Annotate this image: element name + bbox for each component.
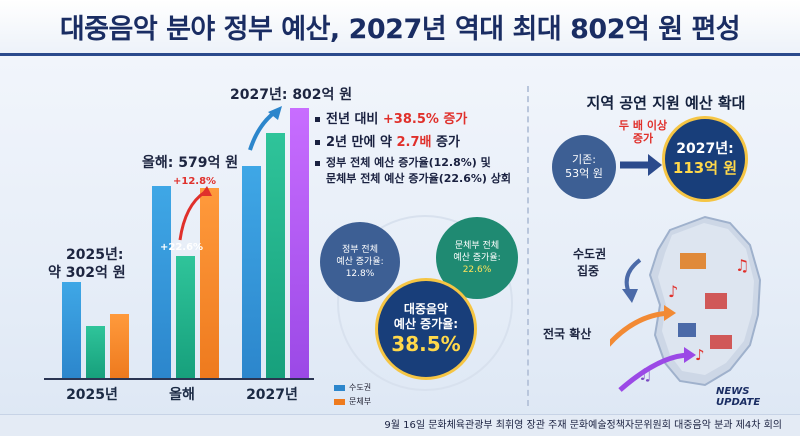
- legend-swatch-mcst: [334, 398, 345, 405]
- legend-label-mcst: 문체부: [349, 397, 372, 406]
- tag-line2: 증가: [632, 132, 654, 145]
- bar-2027-green: [266, 133, 285, 378]
- value-label-2025-line1: 2025년:: [66, 247, 124, 263]
- increase-arrow: [620, 154, 662, 176]
- bullet-3-line2: 문체부 전체 예산 증가율(22.6%) 상회: [326, 172, 511, 185]
- bar-2025-main: [62, 282, 81, 378]
- x-tick-2027: 2027년: [246, 387, 298, 403]
- gov-budget-circle: 정부 전체 예산 증가율: 12.8%: [320, 222, 400, 302]
- news-logo-line1: NEWS: [716, 386, 750, 397]
- page-title: 대중음악 분야 정부 예산, 2027년 역대 최대 802억 원 편성: [59, 14, 741, 45]
- mcst-circle-line1: 문체부 전체: [454, 241, 500, 251]
- bar-2025-orange: [110, 314, 129, 378]
- gov-circle-line1: 정부 전체: [342, 245, 378, 255]
- x-axis-line: [44, 378, 314, 380]
- venue-icon-1: [680, 253, 706, 269]
- pop-circle-value: 38.5%: [391, 332, 461, 356]
- bullet-1: 전년 대비 +38.5% 증가: [315, 108, 467, 127]
- venue-icon-4: [710, 335, 732, 349]
- annotation-12-8: +12.8%: [173, 176, 217, 187]
- bullet-3-cont: 문체부 전체 예산 증가율(22.6%) 상회: [326, 171, 511, 186]
- tag-line1: 두 배 이상: [618, 119, 668, 132]
- old-budget-line2: 53억 원: [565, 167, 603, 180]
- regional-support-title: 지역 공연 지원 예산 확대: [586, 94, 746, 112]
- new-budget-circle: 2027년: 113억 원: [662, 116, 748, 202]
- pop-music-budget-circle: 대중음악 예산 증가율: 38.5%: [375, 278, 477, 380]
- bullet-2: 2년 만에 약 2.7배 증가: [315, 131, 460, 150]
- venue-icon-2: [705, 293, 727, 309]
- section-divider: [527, 86, 529, 406]
- x-tick-thisyear: 올해: [169, 387, 195, 403]
- bar-2027-purple: [290, 108, 309, 378]
- mcst-circle-line2: 예산 증가율:: [453, 253, 501, 263]
- bullet-2-text: 2년 만에 약: [326, 135, 397, 150]
- new-budget-line2: 113억 원: [672, 159, 738, 177]
- bar-2027-main: [242, 166, 261, 378]
- double-increase-tag: 두 배 이상 증가: [613, 119, 673, 145]
- nationwide-spread-label: 전국 확산: [543, 327, 592, 341]
- legend-label-capital: 수도권: [349, 383, 372, 392]
- bar-2025-green: [86, 326, 105, 378]
- capital-concentration-line2: 집중: [577, 264, 600, 278]
- capital-concentration-line1: 수도권: [573, 247, 607, 261]
- footer-caption: 9월 16일 문화체육관광부 최휘영 장관 주재 문화예술정책자문위원회 대중음…: [0, 414, 800, 436]
- bar-thisyear-green: [176, 256, 195, 378]
- mcst-circle-value: 22.6%: [462, 265, 492, 275]
- bullet-2-suffix: 증가: [431, 135, 460, 150]
- title-bar: 대중음악 분야 정부 예산, 2027년 역대 최대 802억 원 편성: [0, 0, 800, 56]
- bullet-2-highlight: 2.7배: [396, 135, 432, 150]
- value-label-2025-line2: 약 302억 원: [48, 265, 126, 281]
- legend-swatch-capital: [334, 384, 345, 391]
- music-note-icon-3: ♪: [695, 346, 705, 364]
- korea-map-illustration: ♪ ♫ ♪ ♫: [610, 215, 762, 392]
- music-note-icon-1: ♪: [668, 282, 678, 301]
- music-note-icon-2: ♫: [735, 256, 749, 275]
- circle-ring: [337, 215, 513, 391]
- bullet-1-text: 전년 대비: [326, 112, 383, 127]
- old-budget-line1: 기존:: [572, 153, 596, 166]
- x-tick-2025: 2025년: [66, 387, 118, 403]
- bullet-3-line1: 정부 전체 예산 증가율(12.8%) 및: [326, 156, 491, 169]
- gov-circle-line2: 예산 증가율:: [336, 257, 384, 267]
- new-budget-line1: 2027년:: [676, 141, 734, 157]
- value-label-2027: 2027년: 802억 원: [230, 87, 353, 103]
- gov-circle-value: 12.8%: [345, 269, 375, 279]
- chart-legend: 수도권 문체부: [334, 382, 371, 410]
- bar-thisyear-main: [152, 186, 171, 378]
- bar-thisyear-orange: [200, 188, 219, 378]
- pop-circle-line2: 예산 증가율:: [393, 317, 459, 331]
- value-label-thisyear: 올해: 579억 원: [142, 155, 239, 171]
- bullet-3: 정부 전체 예산 증가율(12.8%) 및: [315, 155, 491, 170]
- annotation-22-6: +22.6%: [160, 242, 204, 253]
- venue-icon-3: [678, 323, 696, 337]
- bullet-1-highlight: +38.5% 증가: [382, 112, 468, 127]
- news-logo-line2: UPDATE: [716, 397, 761, 408]
- pop-circle-line1: 대중음악: [403, 302, 449, 316]
- old-budget-circle: 기존: 53억 원: [552, 135, 616, 199]
- news-update-logo: NEWS UPDATE: [716, 386, 760, 408]
